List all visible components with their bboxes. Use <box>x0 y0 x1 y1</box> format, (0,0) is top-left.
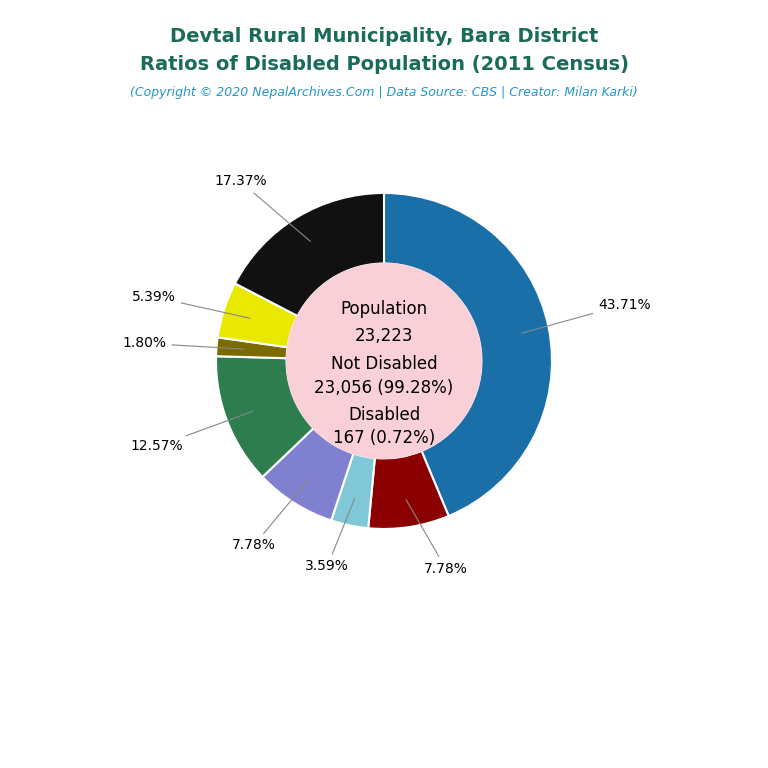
Wedge shape <box>384 193 552 516</box>
Text: 12.57%: 12.57% <box>131 412 253 453</box>
Text: 3.59%: 3.59% <box>306 498 355 574</box>
Text: 17.37%: 17.37% <box>214 174 310 241</box>
Wedge shape <box>368 451 449 529</box>
Text: Ratios of Disabled Population (2011 Census): Ratios of Disabled Population (2011 Cens… <box>140 55 628 74</box>
Wedge shape <box>331 453 375 528</box>
Text: (Copyright © 2020 NepalArchives.Com | Data Source: CBS | Creator: Milan Karki): (Copyright © 2020 NepalArchives.Com | Da… <box>130 86 638 99</box>
Wedge shape <box>263 429 353 521</box>
Text: 7.78%: 7.78% <box>232 479 309 552</box>
Wedge shape <box>216 356 313 477</box>
Text: 167 (0.72%): 167 (0.72%) <box>333 429 435 447</box>
Text: Population: Population <box>340 300 428 318</box>
Text: Devtal Rural Municipality, Bara District: Devtal Rural Municipality, Bara District <box>170 27 598 46</box>
Text: 23,056 (99.28%): 23,056 (99.28%) <box>314 379 454 397</box>
Text: 5.39%: 5.39% <box>132 290 250 318</box>
Wedge shape <box>216 337 287 358</box>
Circle shape <box>286 263 482 458</box>
Wedge shape <box>235 193 384 316</box>
Text: 23,223: 23,223 <box>355 326 413 345</box>
Text: 43.71%: 43.71% <box>521 298 650 333</box>
Text: Disabled: Disabled <box>348 406 420 424</box>
Text: 1.80%: 1.80% <box>122 336 244 350</box>
Text: 7.78%: 7.78% <box>406 499 468 575</box>
Wedge shape <box>217 283 297 347</box>
Text: Not Disabled: Not Disabled <box>331 356 437 373</box>
